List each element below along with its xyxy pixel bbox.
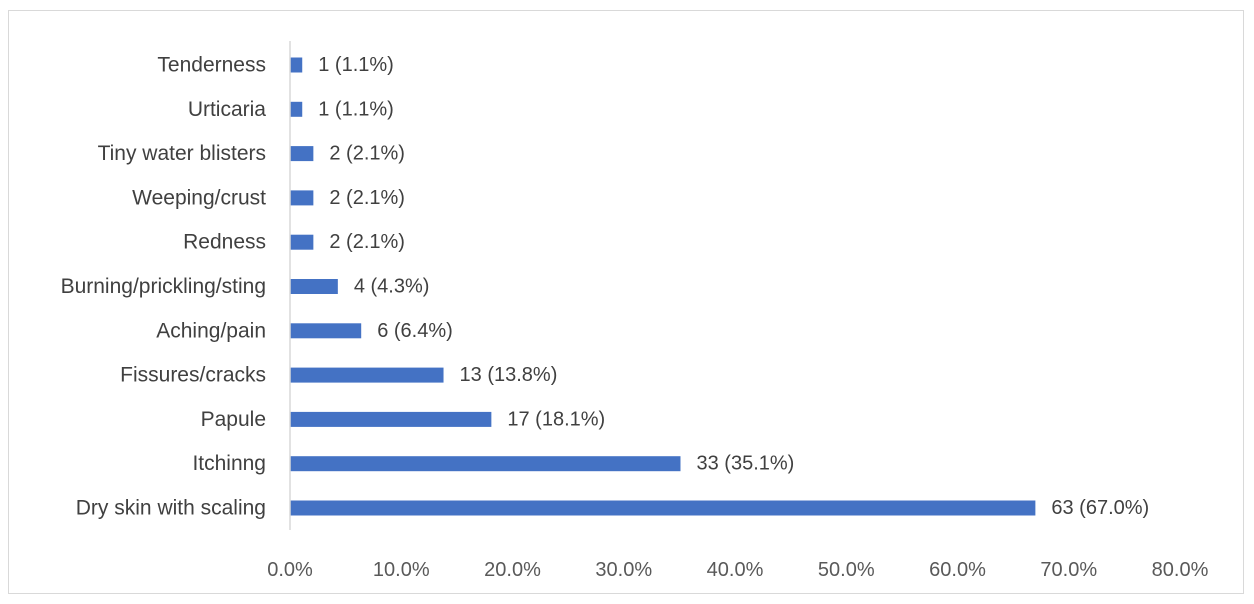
x-tick-label-0: 0.0% (267, 559, 313, 581)
category-label-fissures-cracks: Fissures/cracks (120, 364, 266, 387)
bars-group (290, 57, 1036, 516)
x-tick-label-60: 60.0% (929, 559, 986, 581)
data-label-itchinng: 33 (35.1%) (696, 453, 794, 475)
category-label-tenderness: Tenderness (157, 54, 266, 77)
bar-dry-skin-with-scaling (290, 500, 1036, 516)
x-tick-label-10: 10.0% (373, 559, 430, 581)
bar-tiny-water-blisters (290, 146, 314, 162)
category-label-urticaria: Urticaria (188, 98, 266, 121)
data-labels-group: 63 (67.0%) 33 (35.1%) 17 (18.1%) 13 (13.8%)… (318, 54, 1149, 519)
bar-itchinng (290, 456, 681, 472)
data-label-dry-skin-with-scaling: 63 (67.0%) (1051, 497, 1149, 519)
x-tick-label-40: 40.0% (707, 559, 764, 581)
category-label-papule: Papule (201, 408, 266, 431)
bar-tenderness (290, 57, 303, 73)
x-tick-label-70: 70.0% (1040, 559, 1097, 581)
category-label-aching-pain: Aching/pain (156, 319, 266, 342)
x-tick-label-30: 30.0% (595, 559, 652, 581)
bar-fissures-cracks (290, 367, 444, 383)
bar-papule (290, 411, 492, 427)
bar-burning-prickling-sting (290, 279, 338, 294)
chart-frame: Dry skin with scaling Itchinng Papule Fissu… (8, 10, 1244, 594)
bar-weeping-crust (290, 190, 314, 206)
bar-aching-pain (290, 323, 362, 339)
data-label-burning-prickling-sting: 4 (4.3%) (354, 276, 430, 298)
data-label-tenderness: 1 (1.1%) (318, 54, 394, 76)
category-labels-group: Dry skin with scaling Itchinng Papule Fissu… (61, 54, 267, 520)
x-tick-labels-group: 0.0% 10.0% 20.0% 30.0% 40.0% 50.0% 60.0% 70.0% 8… (267, 559, 1208, 581)
data-label-fissures-cracks: 13 (13.8%) (460, 364, 558, 386)
data-label-weeping-crust: 2 (2.1%) (329, 187, 405, 209)
bar-chart: Dry skin with scaling Itchinng Papule Fissu… (61, 41, 1209, 581)
data-label-redness: 2 (2.1%) (329, 231, 405, 253)
x-tick-label-20: 20.0% (484, 559, 541, 581)
bar-redness (290, 234, 314, 250)
category-label-burning-prickling-sting: Burning/prickling/sting (61, 275, 266, 298)
data-label-urticaria: 1 (1.1%) (318, 98, 394, 120)
bar-urticaria (290, 101, 303, 117)
x-tick-label-80: 80.0% (1152, 559, 1209, 581)
category-label-itchinng: Itchinng (192, 452, 266, 475)
data-label-aching-pain: 6 (6.4%) (377, 320, 453, 342)
category-label-weeping-crust: Weeping/crust (132, 186, 266, 209)
x-tick-label-50: 50.0% (818, 559, 875, 581)
category-label-dry-skin-with-scaling: Dry skin with scaling (76, 497, 266, 520)
data-label-tiny-water-blisters: 2 (2.1%) (329, 143, 405, 165)
category-label-tiny-water-blisters: Tiny water blisters (98, 142, 266, 165)
category-label-redness: Redness (183, 231, 266, 254)
data-label-papule: 17 (18.1%) (507, 408, 605, 430)
